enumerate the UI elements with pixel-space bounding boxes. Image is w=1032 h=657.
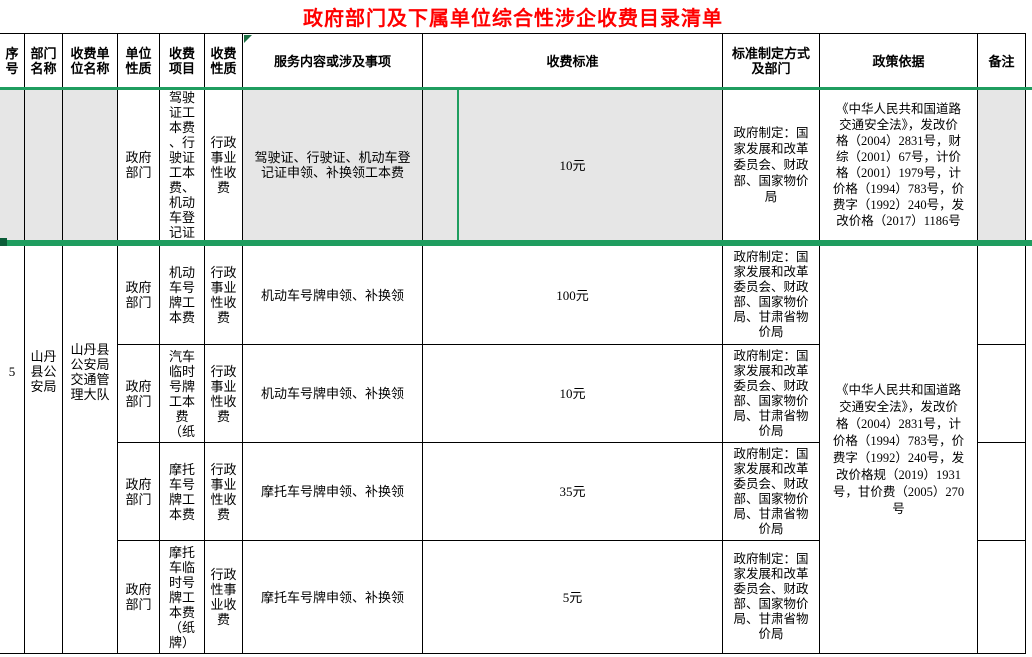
frozen-cell-service[interactable]: 驾驶证、行驶证、机动车登 记证申领、补换领工本费 bbox=[243, 90, 423, 240]
header-fee-type[interactable]: 收费 性质 bbox=[205, 33, 243, 88]
header-department[interactable]: 部门 名称 bbox=[25, 33, 63, 88]
header-standard[interactable]: 收费标准 bbox=[423, 33, 723, 88]
body-row3-service[interactable]: 摩托车号牌申领、补换领 bbox=[243, 541, 423, 654]
body-row3-project[interactable]: 摩托 车临 时号 牌工 本费 （纸 牌） bbox=[160, 541, 205, 654]
header-service[interactable]: 服务内容或涉及事项 bbox=[243, 33, 423, 88]
frozen-cell-unit[interactable] bbox=[63, 90, 118, 240]
header-unit[interactable]: 收费单 位名称 bbox=[63, 33, 118, 88]
frozen-cell-policy[interactable]: 《中华人民共和国道路 交通安全法》，发改价 格（2004）2831号，财 综（2… bbox=[820, 90, 978, 240]
body-serial-value: 5 bbox=[8, 364, 16, 379]
body-row2-project[interactable]: 摩托 车号 牌工 本费 bbox=[160, 443, 205, 541]
header-remark[interactable]: 备注 bbox=[978, 33, 1026, 88]
body-row1-remark[interactable] bbox=[978, 345, 1026, 443]
frozen-cell-nature[interactable]: 政府 部门 bbox=[118, 90, 160, 240]
body-row0-remark[interactable] bbox=[978, 246, 1026, 345]
body-row2-service[interactable]: 摩托车号牌申领、补换领 bbox=[243, 443, 423, 541]
page-break-vertical-line bbox=[457, 90, 459, 240]
header-project[interactable]: 收费 项目 bbox=[160, 33, 205, 88]
body-row1-method[interactable]: 政府制定：国 家发展和改革 委员会、财政 部、国家物价 局、甘肃省物 价局 bbox=[723, 345, 820, 443]
body-row2-fee-type[interactable]: 行政 事业 性收 费 bbox=[205, 443, 243, 541]
body-row0-standard[interactable]: 100元 bbox=[423, 246, 723, 345]
body-row1-fee-type[interactable]: 行政 事业 性收 费 bbox=[205, 345, 243, 443]
body-row2-standard[interactable]: 35元 bbox=[423, 443, 723, 541]
body-cell-policy[interactable]: 《中华人民共和国道路 交通安全法》，发改价 格（2004）2831号，计 价格（… bbox=[820, 246, 978, 654]
body-row1-service[interactable]: 机动车号牌申领、补换领 bbox=[243, 345, 423, 443]
header-method[interactable]: 标准制定方式 及部门 bbox=[723, 33, 820, 88]
body-unit-value: 山丹县 公安局 交通管 理大队 bbox=[70, 341, 110, 402]
header-nature[interactable]: 单位 性质 bbox=[118, 33, 160, 88]
header-service-label: 服务内容或涉及事项 bbox=[273, 53, 391, 69]
body-row3-nature[interactable]: 政府 部门 bbox=[118, 541, 160, 654]
body-row3-standard[interactable]: 5元 bbox=[423, 541, 723, 654]
body-row3-method[interactable]: 政府制定：国 家发展和改革 委员会、财政 部、国家物价 局、甘肃省物 价局 bbox=[723, 541, 820, 654]
body-cell-department[interactable]: 山丹 县公 安局 bbox=[25, 246, 63, 654]
body-row2-nature[interactable]: 政府 部门 bbox=[118, 443, 160, 541]
header-serial[interactable]: 序号 bbox=[0, 33, 25, 88]
body-row2-remark[interactable] bbox=[978, 443, 1026, 541]
header-policy[interactable]: 政策依据 bbox=[820, 33, 978, 88]
body-cell-unit[interactable]: 山丹县 公安局 交通管 理大队 bbox=[63, 246, 118, 654]
frozen-cell-department[interactable] bbox=[25, 90, 63, 240]
frozen-cell-fee-type[interactable]: 行政 事业 性收 费 bbox=[205, 90, 243, 240]
body-row0-service[interactable]: 机动车号牌申领、补换领 bbox=[243, 246, 423, 345]
frozen-cell-remark[interactable] bbox=[978, 90, 1026, 240]
frozen-cell-standard[interactable]: 10元 bbox=[423, 90, 723, 240]
body-row1-nature[interactable]: 政府 部门 bbox=[118, 345, 160, 443]
body-row0-method[interactable]: 政府制定：国 家发展和改革 委员会、财政 部、国家物价 局、甘肃省物 价局 bbox=[723, 246, 820, 345]
body-row3-fee-type[interactable]: 行政 性事 业收 费 bbox=[205, 541, 243, 654]
body-row0-fee-type[interactable]: 行政 事业 性收 费 bbox=[205, 246, 243, 345]
frozen-cell-project[interactable]: 驾驶 证工 本费 、行 驶证 工本 费、 机动 车登 记证 bbox=[160, 90, 205, 240]
comment-triangle-icon bbox=[244, 35, 252, 43]
frozen-pane-divider-line bbox=[0, 240, 1032, 246]
body-row1-project[interactable]: 汽车 临时 号牌 工本 费 （纸 bbox=[160, 345, 205, 443]
body-row3-remark[interactable] bbox=[978, 541, 1026, 654]
divider-left-cap bbox=[0, 238, 7, 248]
body-cell-serial[interactable]: 5 bbox=[0, 246, 25, 654]
body-department-value: 山丹 县公 安局 bbox=[30, 349, 57, 394]
page-title: 政府部门及下属单位综合性涉企收费目录清单 bbox=[303, 7, 723, 30]
frozen-cell-serial[interactable] bbox=[0, 90, 25, 240]
body-row1-standard[interactable]: 10元 bbox=[423, 345, 723, 443]
frozen-pane-top-line bbox=[0, 87, 1032, 90]
body-row0-nature[interactable]: 政府 部门 bbox=[118, 246, 160, 345]
body-row2-method[interactable]: 政府制定：国 家发展和改革 委员会、财政 部、国家物价 局、甘肃省物 价局 bbox=[723, 443, 820, 541]
body-row0-project[interactable]: 机动 车号 牌工 本费 bbox=[160, 246, 205, 345]
frozen-cell-method[interactable]: 政府制定：国 家发展和改革 委员会、财政 部、国家物价 局 bbox=[723, 90, 820, 240]
